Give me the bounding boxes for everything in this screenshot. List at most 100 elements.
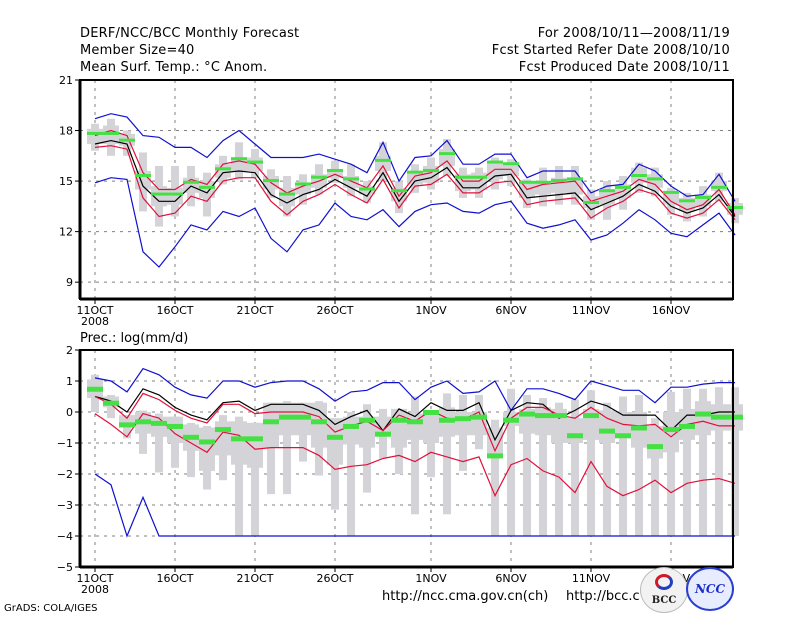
ensemble-median-mark [503,417,519,423]
ensemble-median-mark [135,419,151,425]
series-line-mean [94,388,735,442]
ensemble-median-mark [231,436,247,442]
x-tick-label: 16OCT [156,572,193,585]
ensemble-median-mark [535,180,551,184]
ensemble-median-mark [167,192,183,196]
ensemble-iqr-box [311,402,327,448]
ensemble-median-mark [279,414,295,420]
ensemble-iqr-box [663,192,679,205]
ensemble-iqr-box [663,412,679,453]
ensemble-whisker-box [523,394,531,536]
ensemble-median-mark [103,400,119,406]
ensemble-median-mark [263,179,279,183]
y-tick-label: −2 [57,468,73,481]
ensemble-iqr-box [247,422,263,468]
y-tick-label: 9 [66,276,73,289]
ensemble-median-mark [311,175,327,179]
x-tick-label: 6NOV [495,572,527,585]
ensemble-iqr-box [343,416,359,445]
bcc-logo-text: BCC [651,595,677,606]
x-tick-label: 26OCT [316,572,353,585]
ensemble-iqr-box [87,128,103,145]
y-tick-label: −3 [57,499,73,512]
ensemble-median-mark [503,162,519,166]
ncc-url-link[interactable]: http://ncc.cma.gov.cn(ch) [382,589,549,604]
ensemble-median-mark [87,131,103,135]
ensemble-median-mark [103,131,119,135]
series-line-mean [94,139,736,217]
y-tick-label: 21 [59,74,73,87]
grads-credit: GrADS: COLA/IGES [4,603,98,614]
ensemble-median-mark [311,419,327,425]
ensemble-median-mark [215,427,231,433]
y-tick-label: −4 [57,530,73,543]
ensemble-median-mark [487,160,503,164]
ensemble-whisker-box [715,387,723,536]
series-line-lower [94,412,736,498]
x-tick-label: 26OCT [316,304,353,317]
temp-variable-label: Mean Surf. Temp.: °C Anom. [80,60,268,75]
ensemble-median-mark [599,189,615,193]
ensemble-iqr-box [279,187,295,207]
ensemble-whisker-box [571,399,579,536]
series-line-min [94,473,735,538]
ensemble-median-mark [87,386,103,392]
ensemble-iqr-box [423,412,439,443]
x-tick-label: 21OCT [236,572,273,585]
ensemble-median-mark [391,417,407,423]
header-right: For 2008/10/11—2008/11/19 Fcst Started R… [492,25,730,76]
ensemble-whisker-box [603,402,611,536]
ensemble-iqr-box [567,179,583,195]
ensemble-iqr-box [695,194,711,207]
forecast-period: For 2008/10/11—2008/11/19 [537,26,730,41]
ensemble-median-mark [519,180,535,184]
ncc-logo: NCC [686,567,734,611]
ensemble-iqr-box [231,421,247,465]
ensemble-median-mark [695,195,711,199]
x-tick-label: 21OCT [236,304,273,317]
ensemble-whisker-box [443,393,451,515]
x-tick-label: 11OCT [76,304,113,317]
ensemble-median-mark [359,187,375,191]
ensemble-median-mark [135,174,151,178]
bcc-logo: BCC [640,567,688,613]
ensemble-median-mark [407,170,423,174]
ensemble-median-mark [183,434,199,440]
ensemble-whisker-box [235,416,243,536]
ensemble-iqr-box [599,410,615,443]
bcc-url-link[interactable]: http://bcc.c [566,589,640,604]
ensemble-median-mark [599,428,615,434]
ensemble-whisker-box [507,388,515,536]
ensemble-whisker-box [267,402,275,495]
x-tick-label: 16NOV [652,304,691,317]
forecast-title: DERF/NCC/BCC Monthly Forecast [80,26,300,41]
y-tick-label: 0 [66,406,73,419]
series-line-min [94,177,736,268]
ensemble-median-mark [583,200,599,204]
ensemble-median-mark [247,160,263,164]
ensemble-median-mark [263,419,279,425]
ensemble-iqr-box [359,416,375,448]
ensemble-median-mark [247,436,263,442]
ensemble-iqr-box [327,169,343,178]
ensemble-median-mark [183,180,199,184]
ensemble-whisker-box [619,396,627,536]
y-tick-label: 2 [66,344,73,357]
member-size: Member Size=40 [80,43,195,58]
ensemble-iqr-box [199,427,215,471]
ensemble-whisker-box [155,413,163,473]
series-line-max [94,113,736,202]
ensemble-median-mark [295,414,311,420]
ensemble-iqr-box [167,416,183,443]
ensemble-whisker-box [683,388,691,536]
series-line-max [94,367,735,412]
ensemble-median-mark [199,185,215,189]
ensemble-median-mark [439,152,455,156]
x-tick-label: 1NOV [415,572,447,585]
ensemble-iqr-box [439,149,455,166]
ensemble-whisker-box [363,404,371,493]
ensemble-iqr-box [567,418,583,443]
ensemble-median-mark [231,157,247,161]
ensemble-median-mark [663,190,679,194]
